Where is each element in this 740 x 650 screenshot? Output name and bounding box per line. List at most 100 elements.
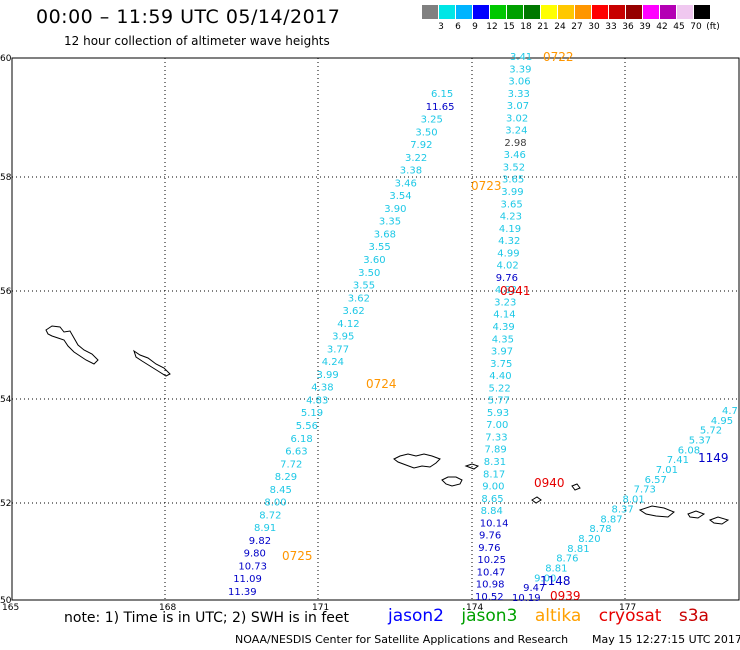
swh-value: 3.39 [509,64,531,75]
coastline-island [638,505,675,518]
swh-value: 5.37 [689,436,711,447]
swh-value: 4.83 [306,396,328,407]
swh-value: 3.55 [353,281,375,292]
coastline-island [441,476,463,487]
color-scale-tick: 45 [673,22,685,32]
swh-value: 5.56 [296,421,318,432]
coastline-island [133,349,171,377]
swh-value: 4.38 [311,383,333,394]
longitude-label: 177 [619,603,636,613]
pass-time-0941: 0941 [500,284,531,298]
latitude-label: 56 [0,287,12,297]
color-scale-bar [422,5,711,19]
color-scale-tick: 24 [554,22,566,32]
latitude-label: 60 [0,54,12,64]
credit-line: NOAA/NESDIS Center for Satellite Applica… [235,633,569,646]
swh-value: 3.95 [332,332,354,343]
color-scale-tick: 12 [486,22,498,32]
swh-value: 8.01 [623,495,645,506]
page-subtitle: 12 hour collection of altimeter wave hei… [64,34,330,48]
coastline-island [531,496,542,504]
coastline-island [45,325,99,365]
swh-value: 10.14 [480,518,509,529]
swh-value: 3.38 [400,166,422,177]
satellite-jason2: jason2 [388,606,444,626]
swh-value: 4.35 [492,334,514,345]
color-scale-swatch [558,5,575,19]
swh-value: 9.76 [496,273,518,284]
swh-value: 5.93 [487,408,509,419]
swh-value: 4.99 [497,248,519,259]
swh-value: 3.50 [358,268,380,279]
coastline-island [708,516,730,525]
swh-value: 3.77 [327,344,349,355]
swh-value: 7.89 [485,445,507,456]
swh-value: 3.65 [502,175,524,186]
swh-value: 8.84 [481,506,503,517]
color-scale-tick: 21 [537,22,549,32]
swh-value: 8.65 [481,494,503,505]
color-scale-tick: 33 [605,22,617,32]
swh-value: 4.39 [493,322,515,333]
pass-time-0940: 0940 [534,476,565,490]
page-title: 00:00 – 11:59 UTC 05/14/2017 [36,6,341,28]
color-scale-swatch [490,5,507,19]
color-scale-swatch [575,5,592,19]
swh-value: 4.02 [497,261,519,272]
coastline-island [393,453,441,469]
swh-value: 5.19 [301,408,323,419]
swh-value: 3.46 [395,178,417,189]
swh-value: 4.24 [322,357,344,368]
swh-value: 8.91 [254,523,276,534]
swh-value: 5.77 [488,396,510,407]
pass-time-0722: 0722 [543,50,574,64]
color-scale-tick: 30 [588,22,600,32]
swh-value: 10.98 [476,580,505,591]
swh-value: 8.20 [578,534,600,545]
swh-value: 8.87 [600,514,622,525]
color-scale-tick: 15 [503,22,515,32]
color-scale-swatch [643,5,660,19]
swh-value: 10.52 [475,592,504,603]
swh-value: 3.41 [510,52,532,63]
swh-value: 3.46 [504,150,526,161]
swh-value: 9.76 [478,543,500,554]
swh-value: 3.62 [348,293,370,304]
swh-value: 6.08 [678,445,700,456]
swh-value: 7.73 [634,485,656,496]
swh-value: 3.24 [505,126,527,137]
satellite-altika: altika [534,606,582,626]
latitude-label: 58 [0,173,12,183]
latitude-label: 50 [0,596,12,606]
coastline-island [571,483,581,491]
swh-value: 2.98 [504,138,526,149]
swh-value: 5.22 [489,383,511,394]
swh-value: 11.65 [426,102,455,113]
swh-value: 4.40 [489,371,511,382]
swh-value: 8.00 [264,498,286,509]
footnote: note: 1) Time is in UTC; 2) SWH is in fe… [64,610,350,626]
latitude-label: 52 [0,499,11,509]
swh-value: 8.29 [275,472,297,483]
color-scale-swatch [439,5,456,19]
swh-value: 6.15 [431,89,453,100]
swh-value: 4.7 [722,406,738,417]
swh-value: 9.00 [482,482,504,493]
swh-value: 3.99 [501,187,523,198]
swh-value: 10.19 [512,593,541,604]
swh-value: 3.06 [508,77,530,88]
swh-value: 10.25 [477,555,506,566]
color-scale-tick: 27 [571,22,583,32]
swh-value: 3.55 [369,242,391,253]
swh-value: 3.60 [363,255,385,266]
color-scale-swatch [524,5,541,19]
swh-value: 5.72 [700,426,722,437]
swh-value: 3.25 [421,115,443,126]
swh-value: 7.92 [410,140,432,151]
swh-value: 8.37 [612,504,634,515]
color-scale-swatch [541,5,558,19]
coastline-island [687,510,706,519]
swh-value: 8.45 [270,485,292,496]
